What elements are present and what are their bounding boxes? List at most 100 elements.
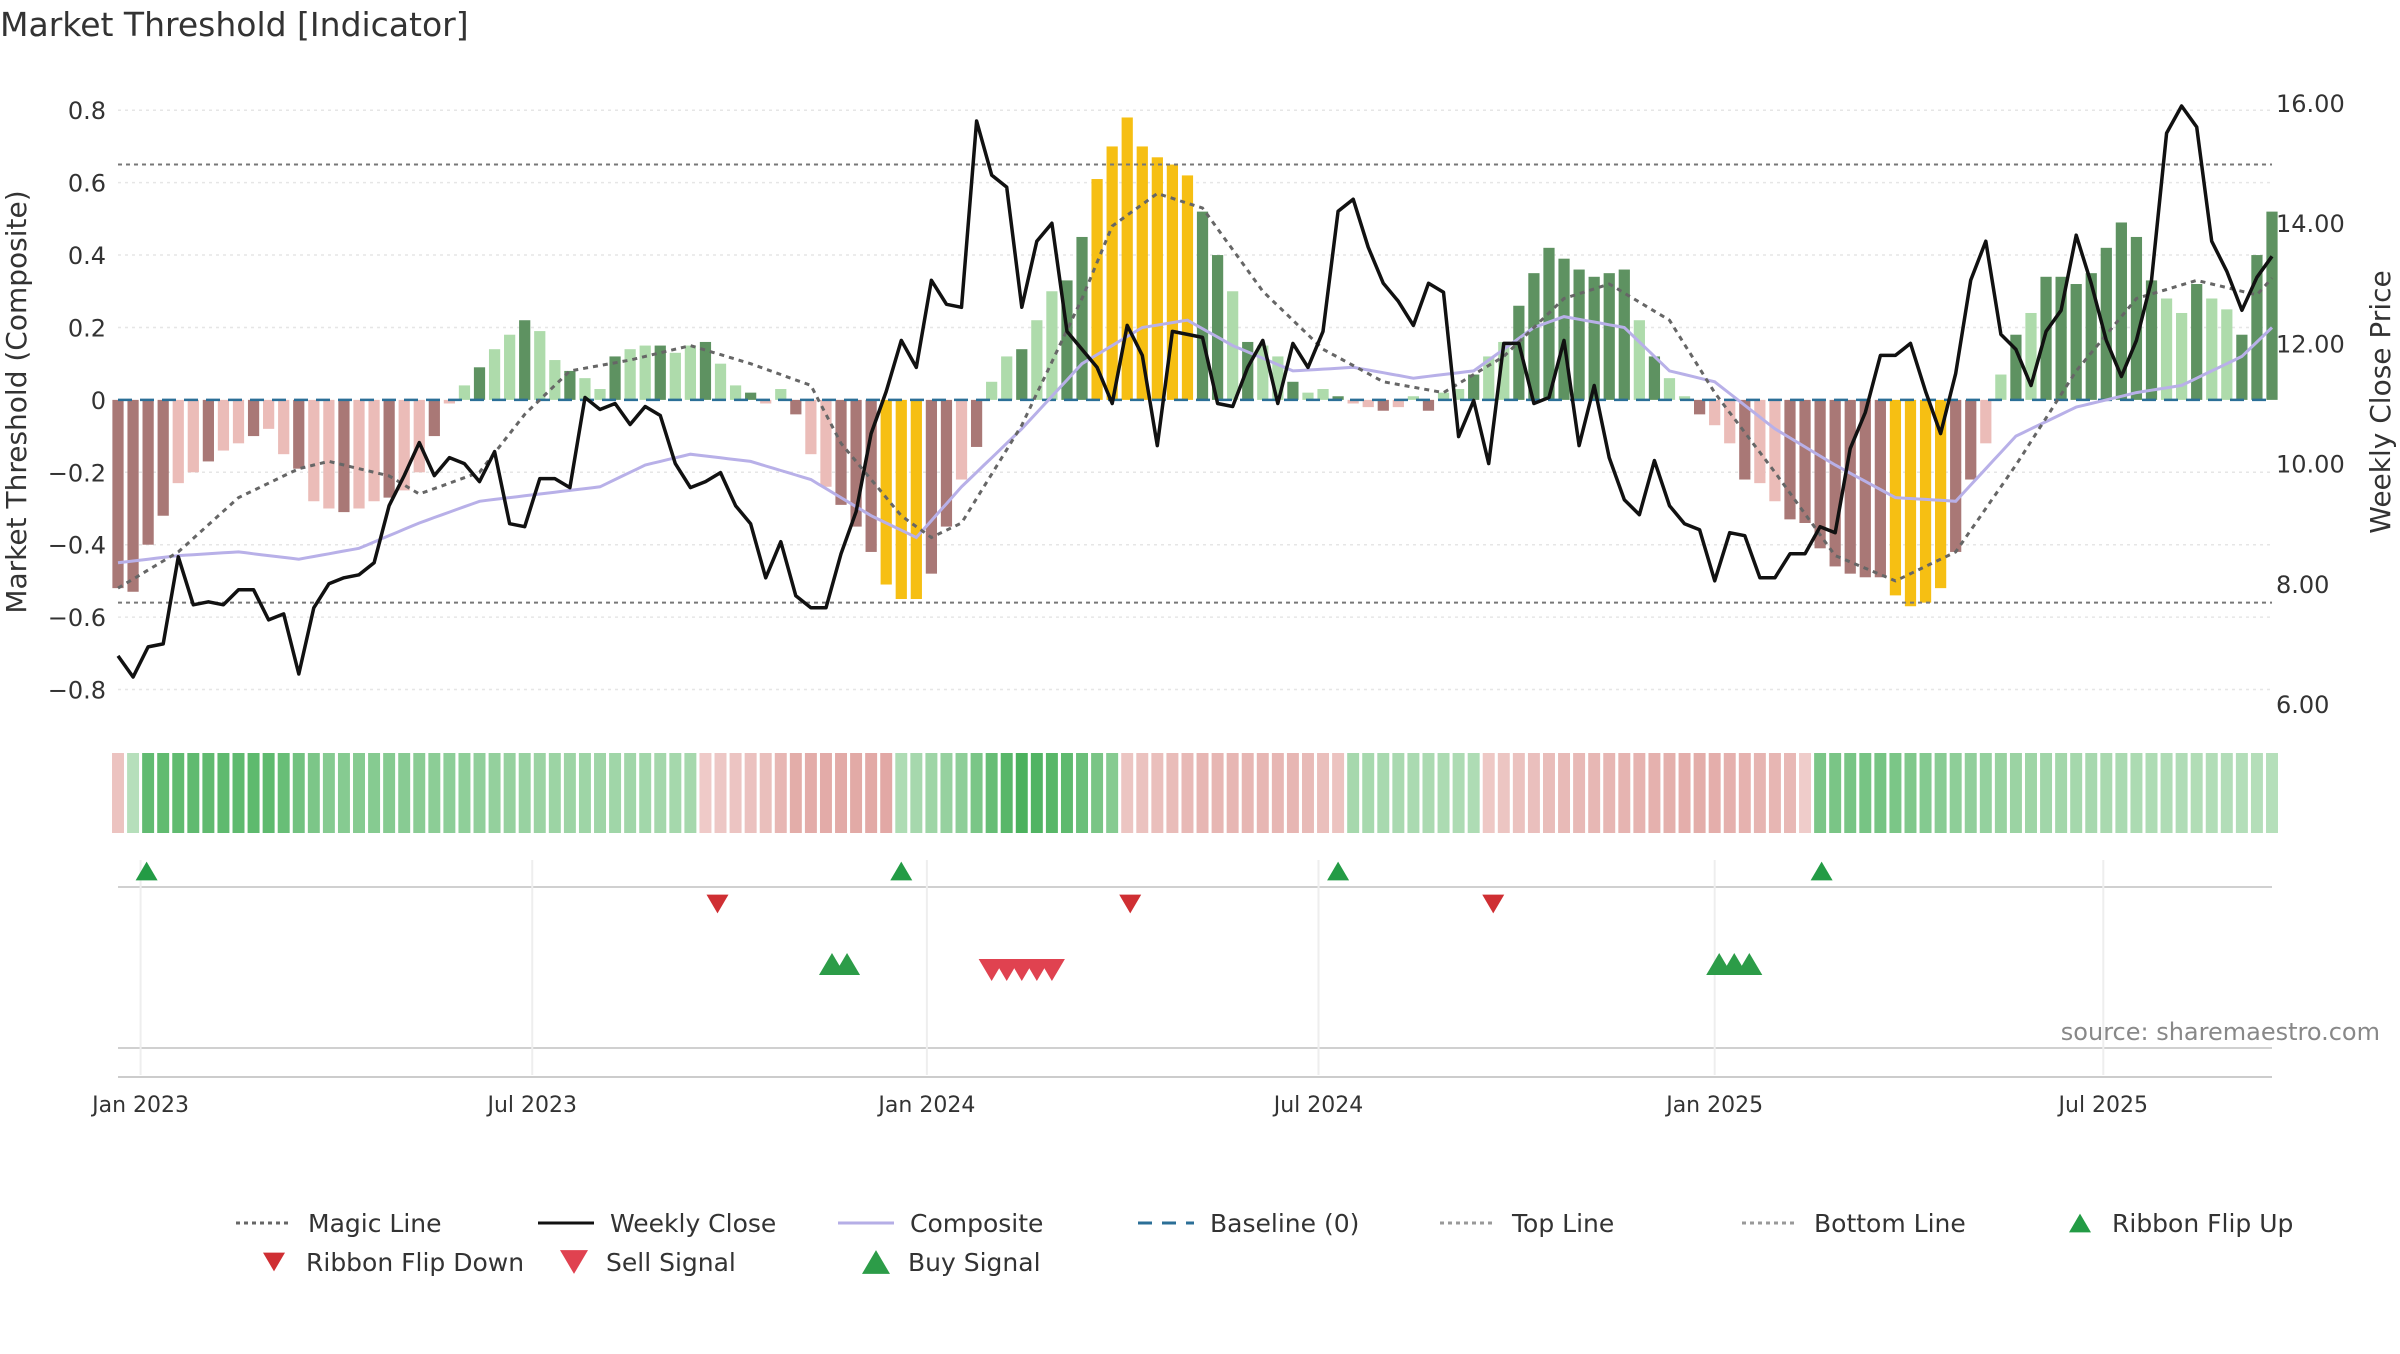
legend-label: Baseline (0) [1210,1209,1359,1238]
ribbon-cell [1512,753,1525,833]
ribbon-cell [1000,753,1013,833]
ribbon-cell [217,753,230,833]
ribbon-cell [970,753,983,833]
ribbon-cell [1573,753,1586,833]
composite-bar [925,399,938,574]
ribbon-cell [1603,753,1616,833]
ribbon-cell [1482,753,1495,833]
composite-bar [2010,334,2022,400]
ribbon-cell [714,753,727,833]
ribbon-cell [804,753,817,833]
ribbon-cell [1317,753,1330,833]
ribbon-cell [232,753,245,833]
composite-bar [1483,356,1495,400]
ribbon-cell [759,753,772,833]
composite-bar [955,399,968,480]
ribbon-cell [1964,753,1977,833]
ribbon-cell [1784,753,1796,833]
y-tick-label: −0.6 [48,604,106,632]
composite-bar [1422,399,1435,411]
composite-bar [308,399,320,502]
composite-bar [278,399,290,455]
ribbon-cell [1166,753,1179,833]
composite-bar [1437,392,1450,400]
ribbon-cell [774,753,787,833]
composite-bar [684,345,697,400]
ribbon-cell [1919,753,1932,833]
y2-axis-label: Weekly Close Price [2364,270,2397,533]
ribbon-cell [2145,753,2158,833]
ribbon-cell [488,753,501,833]
ribbon-cell [1497,753,1510,833]
ribbon-cell [277,753,290,833]
ribbon-cell [353,753,365,833]
ribbon-cell [1708,753,1721,833]
ribbon-cell [1979,753,1992,833]
legend-item: Magic Line [236,1209,442,1238]
composite-bars [112,117,2278,607]
ribbon-cell [1121,753,1134,833]
ribbon-cell [1588,753,1601,833]
composite-bar [2130,236,2143,400]
ribbon-flip-up-marker [890,861,913,881]
ribbon-cell [789,753,802,833]
composite-bar [579,378,591,400]
legend-label: Composite [910,1209,1043,1238]
y2-tick-label: 6.00 [2276,691,2329,719]
composite-bar [1678,396,1691,400]
composite-bar [1965,399,1977,480]
ribbon-cell [142,753,155,833]
composite-line [117,315,2274,565]
composite-bar [2266,211,2278,400]
composite-bar [1648,356,1661,400]
ribbon-cell [127,753,140,833]
ribbon-cell [202,753,215,833]
ribbon-cell [910,753,923,833]
ribbon-cell [503,753,516,833]
ribbon-cell [1332,753,1345,833]
composite-bar [1211,255,1224,400]
composite-bar [157,399,169,516]
legend-item: Ribbon Flip Up [2069,1209,2293,1238]
ribbon-cell [1151,753,1164,833]
legend-item: Ribbon Flip Down [263,1248,524,1277]
composite-bar [1362,399,1374,408]
y-tick-label: 0.4 [68,242,106,270]
composite-bar [1272,356,1284,400]
composite-bar [127,399,139,592]
composite-bar [895,399,907,600]
composite-bar [775,389,787,400]
ribbon-cell [1301,753,1314,833]
ribbon-cell [1859,753,1872,833]
composite-bar [1407,396,1420,400]
ribbon-cell [247,753,260,833]
composite-bar [2100,247,2112,400]
triangle-down-icon [263,1252,285,1272]
composite-bar [142,399,154,545]
legend-label: Top Line [1511,1209,1614,1238]
composite-bar [458,385,471,400]
ribbon-cell [383,753,396,833]
composite-bar [1784,399,1796,520]
composite-bar [1257,345,1269,400]
ribbon-cell [1633,753,1646,833]
composite-bar [2251,255,2263,400]
composite-bar [488,349,501,400]
axis-labels: 0.8 0.6 0.4 0.2 0 −0.2 −0.4 −0.6 −0.8 16.00 14.00 1… [48,90,2345,1118]
ribbon-cell [1452,753,1465,833]
composite-bar [880,399,892,585]
ribbon-flip-down-marker [1119,894,1142,914]
ribbon-cell [1934,753,1947,833]
ribbon-cell [609,753,622,833]
ribbon-cell [1211,753,1224,833]
composite-bar [669,352,681,400]
composite-bar [519,320,531,400]
buy-signal-marker [1736,952,1763,976]
ribbon-cell [1362,753,1375,833]
composite-bar [2145,280,2158,400]
composite-bar [1151,157,1163,400]
ribbon-cell [322,753,335,833]
composite-bar [1196,211,1209,400]
ribbon-cell [819,753,832,833]
ribbon-cell [699,753,712,833]
